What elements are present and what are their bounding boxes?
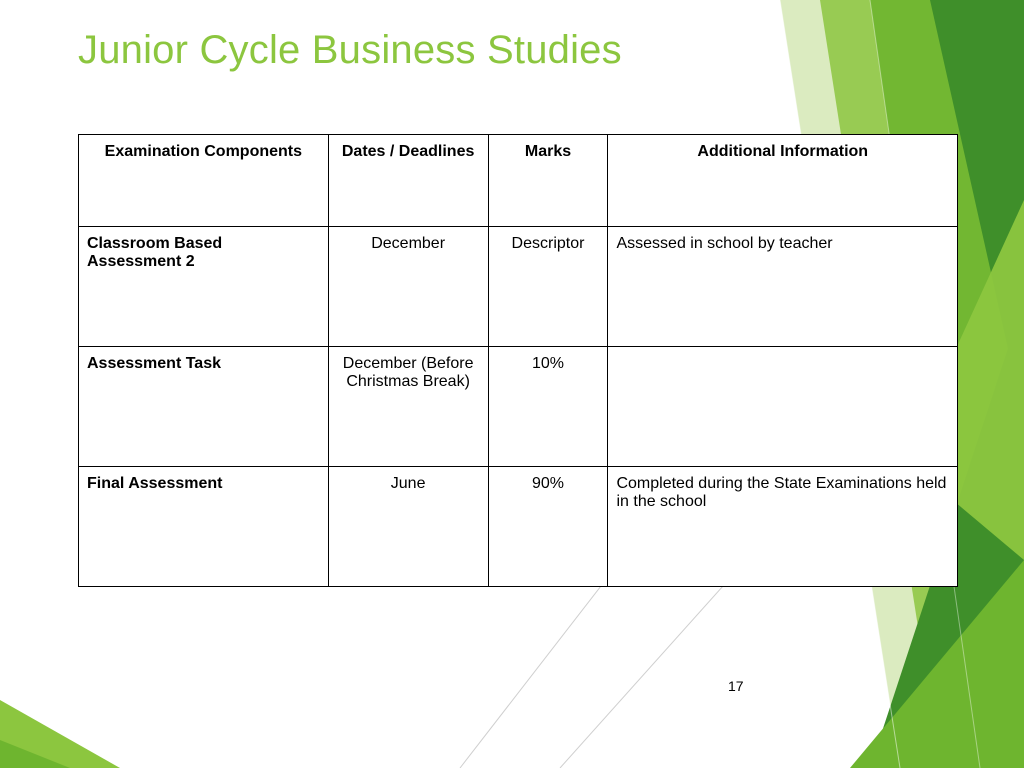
cell-info: [608, 347, 958, 467]
cell-marks: Descriptor: [488, 227, 608, 347]
col-header-dates: Dates / Deadlines: [328, 135, 488, 227]
cell-component: Final Assessment: [79, 467, 329, 587]
table-row: Assessment Task December (Before Christm…: [79, 347, 958, 467]
cell-marks: 10%: [488, 347, 608, 467]
table-row: Classroom Based Assessment 2 December De…: [79, 227, 958, 347]
page-number: 17: [728, 678, 744, 694]
assessment-table: Examination Components Dates / Deadlines…: [78, 134, 958, 587]
cell-marks: 90%: [488, 467, 608, 587]
cell-component: Classroom Based Assessment 2: [79, 227, 329, 347]
table-header-row: Examination Components Dates / Deadlines…: [79, 135, 958, 227]
cell-info: Completed during the State Examinations …: [608, 467, 958, 587]
slide-content: Junior Cycle Business Studies Examinatio…: [0, 0, 1024, 768]
cell-info: Assessed in school by teacher: [608, 227, 958, 347]
slide: Junior Cycle Business Studies Examinatio…: [0, 0, 1024, 768]
col-header-marks: Marks: [488, 135, 608, 227]
cell-dates: December: [328, 227, 488, 347]
cell-dates: June: [328, 467, 488, 587]
cell-dates: December (Before Christmas Break): [328, 347, 488, 467]
col-header-info: Additional Information: [608, 135, 958, 227]
slide-title: Junior Cycle Business Studies: [78, 28, 622, 73]
cell-component: Assessment Task: [79, 347, 329, 467]
table-row: Final Assessment June 90% Completed duri…: [79, 467, 958, 587]
col-header-components: Examination Components: [79, 135, 329, 227]
